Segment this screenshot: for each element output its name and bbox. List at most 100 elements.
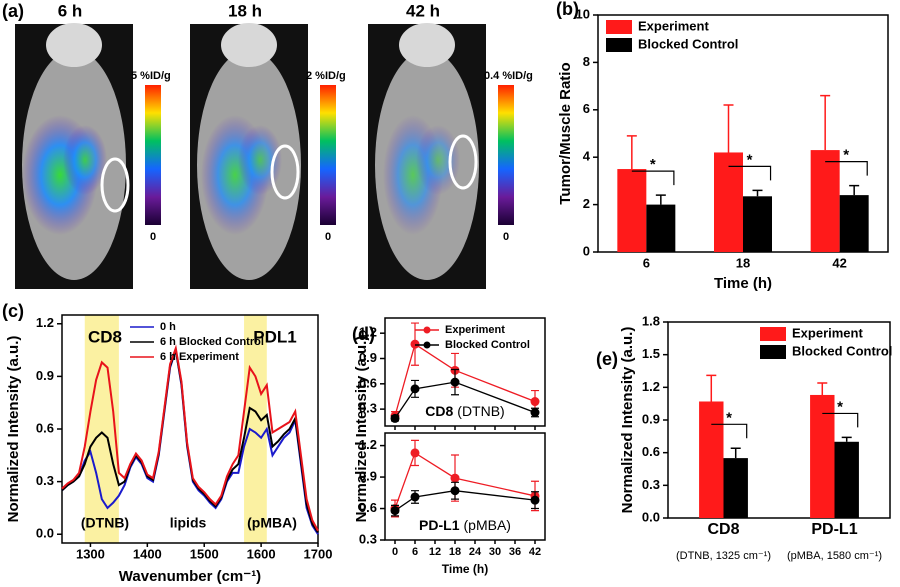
category-note: (pMBA, 1580 cm⁻¹) — [787, 550, 882, 562]
legend-label: 6 h Blocked Control — [160, 336, 264, 348]
y-tick-label: 1.2 — [642, 379, 660, 394]
bar — [810, 150, 840, 252]
marker — [530, 408, 540, 417]
x-tick-label: 42 — [529, 546, 541, 558]
significance-bracket — [822, 412, 859, 428]
legend-label: Blocked Control — [792, 343, 892, 358]
bar — [617, 169, 647, 252]
x-tick-label: 1300 — [76, 546, 105, 561]
highlight-band — [84, 315, 119, 543]
image-label: 6 h — [58, 1, 83, 20]
legend-label: 0 h — [160, 321, 176, 333]
marker — [390, 506, 400, 516]
y-tick-label: 0.6 — [359, 375, 377, 390]
marker — [410, 384, 420, 394]
x-tick-label: 18 — [449, 546, 461, 558]
annotation: PDL1 — [253, 327, 296, 346]
x-tick-label: 12 — [429, 546, 441, 558]
x-tick-label: 36 — [509, 546, 521, 558]
legend-swatch — [760, 327, 786, 341]
series-line — [394, 381, 536, 419]
error-bar — [730, 447, 741, 459]
y-tick-label: 0.6 — [359, 500, 377, 515]
y-tick-label: 4 — [583, 149, 591, 164]
annotation: (DTNB) — [81, 515, 129, 531]
scale-min: 0 — [150, 231, 156, 243]
legend-label: Blocked Control — [445, 339, 530, 351]
x-tick-label: 1400 — [133, 546, 162, 561]
error-bar — [817, 382, 828, 395]
significance-label: * — [843, 147, 849, 164]
tumor-marker — [448, 134, 478, 190]
subplot-label-main: PD-L1 — [419, 517, 460, 533]
color-bar — [498, 85, 514, 225]
y-tick-label: 0.0 — [36, 526, 54, 541]
subplot-label-note: (pMBA) — [464, 517, 511, 533]
significance-label: * — [747, 151, 753, 168]
error-bar — [723, 104, 734, 153]
head — [399, 23, 455, 67]
x-tick-label: 42 — [832, 255, 846, 270]
y-tick-label: 8 — [583, 54, 590, 69]
x-axis-label: Time (h) — [714, 275, 772, 292]
y-tick-label: 1.8 — [642, 313, 660, 328]
bar — [723, 458, 748, 518]
error-bar — [841, 436, 852, 442]
x-tick-label: 1600 — [247, 546, 276, 561]
marker — [450, 377, 460, 387]
x-tick-label: 6 — [412, 546, 418, 558]
scale-max: 0.4 %ID/g — [484, 70, 533, 82]
color-bar — [145, 85, 161, 225]
y-tick-label: 0.9 — [359, 350, 377, 365]
y-tick-label: 6 — [583, 101, 590, 116]
head — [46, 23, 102, 67]
annotation: lipids — [170, 515, 207, 531]
y-tick-label: 0.3 — [642, 477, 660, 492]
legend-swatch — [606, 38, 632, 52]
uptake — [416, 125, 460, 195]
y-axis-label: Normalized Intensity (a.u.) — [619, 327, 636, 514]
image-label: 18 h — [228, 1, 262, 20]
significance-label: * — [726, 409, 732, 426]
series-line — [394, 490, 536, 512]
legend-marker — [423, 341, 431, 349]
panel-label: (a) — [2, 1, 24, 21]
y-tick-label: 0.6 — [642, 444, 660, 459]
bar — [699, 401, 724, 518]
legend-label: Blocked Control — [638, 36, 738, 51]
marker — [410, 339, 420, 349]
significance-bracket — [825, 161, 868, 176]
subplot-label: CD8 (DTNB) — [425, 403, 504, 419]
marker — [410, 492, 420, 502]
legend-marker — [423, 326, 431, 334]
tumor-marker — [100, 157, 130, 213]
scale-max: 2 %ID/g — [306, 70, 346, 82]
y-tick-label: 10 — [576, 6, 590, 21]
bar — [834, 441, 859, 518]
plot-frame — [384, 317, 546, 427]
x-tick-label: 24 — [469, 546, 482, 558]
panel-label: (e) — [596, 349, 618, 369]
y-tick-label: 0.9 — [359, 468, 377, 483]
marker — [450, 473, 460, 483]
error-bar — [626, 135, 637, 170]
x-axis-label: Wavenumber (cm⁻¹) — [119, 568, 261, 585]
scale-min: 0 — [503, 231, 509, 243]
legend-label: Experiment — [638, 18, 709, 33]
series-line — [61, 344, 319, 532]
bar — [839, 195, 869, 252]
scale-max: 5 %ID/g — [131, 70, 171, 82]
y-axis-label: Tumor/Muscle Ratio — [557, 62, 574, 204]
y-tick-label: 0.6 — [36, 420, 54, 435]
x-tick-label: PD-L1 — [811, 521, 857, 538]
marker — [530, 495, 540, 505]
x-axis-label: Time (h) — [442, 562, 488, 576]
y-tick-label: 0 — [583, 243, 590, 258]
y-tick-label: 0.9 — [642, 411, 660, 426]
plot-frame — [384, 432, 546, 541]
image-label: 42 h — [406, 1, 440, 20]
series-line — [394, 343, 536, 417]
y-tick-label: 1.2 — [359, 437, 377, 452]
marker — [450, 486, 460, 496]
